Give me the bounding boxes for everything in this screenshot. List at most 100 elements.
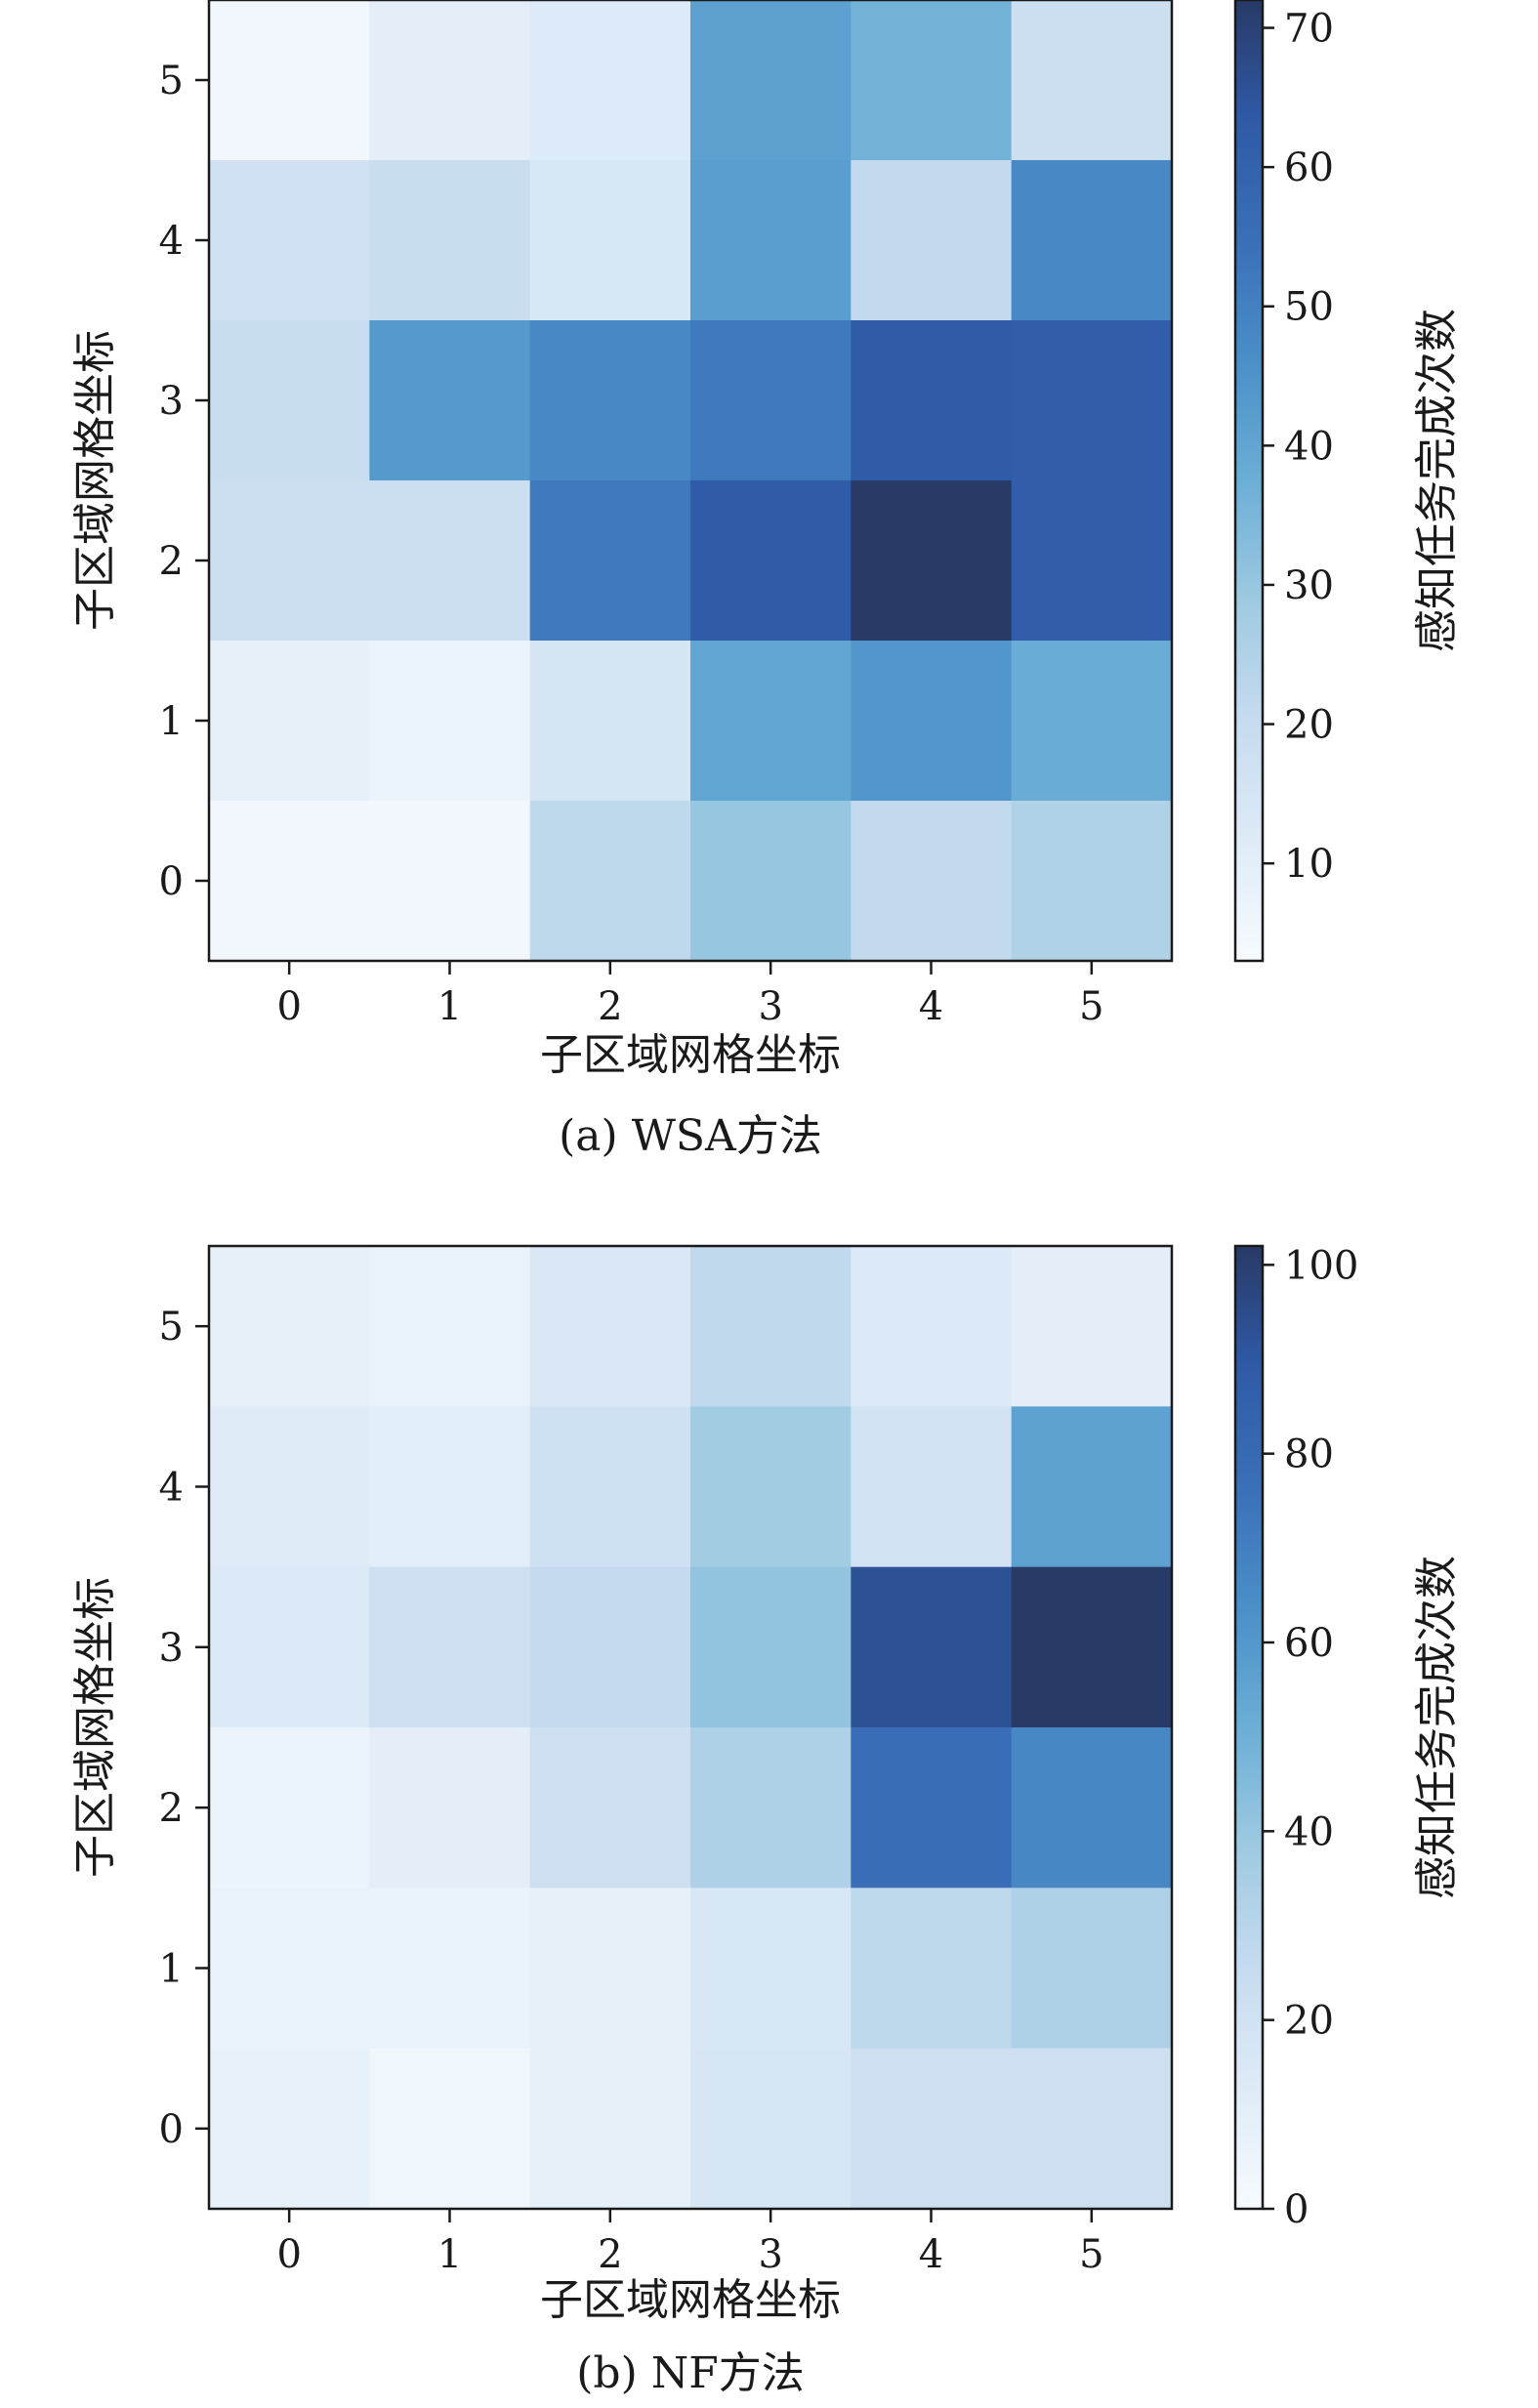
heatmap-cell-x4-y3 [851, 320, 1013, 481]
heatmap-cell-x1-y5 [369, 0, 531, 161]
heatmap-cell-x3-y2 [690, 480, 852, 642]
heatmap-cell-x0-y5 [209, 1246, 370, 1407]
heatmap-cell-x1-y4 [369, 1406, 531, 1568]
colorbar-tick-label: 30 [1284, 563, 1334, 608]
heatmap-cell-x2-y2 [529, 1727, 691, 1889]
heatmap-cells [209, 1246, 1173, 2210]
heatmap-cell-x3-y5 [690, 0, 852, 161]
colorbar: 10 20 30 40 50 60 70 感知任务完成次数 [1233, 0, 1462, 963]
heatmap-cell-x0-y0 [209, 801, 370, 962]
x-tick-label: 3 [758, 984, 782, 1029]
x-tick-label: 5 [1079, 2232, 1103, 2277]
heatmap-cell-x4-y2 [851, 1727, 1013, 1889]
heatmap-cell-x3-y4 [690, 1406, 852, 1568]
x-tick-label: 4 [919, 984, 943, 1029]
x-tick-label: 3 [758, 2232, 782, 2277]
y-tick-label: 0 [159, 859, 184, 904]
heatmap-cell-x1-y3 [369, 320, 531, 481]
heatmap-cell-x3-y3 [690, 1566, 852, 1728]
y-tick-label: 4 [159, 219, 184, 264]
heatmap-cell-x1-y1 [369, 641, 531, 802]
colorbar-tick-label: 20 [1284, 703, 1334, 748]
colorbar-tick-label: 80 [1284, 1432, 1334, 1477]
colorbar-tick-label: 10 [1284, 842, 1334, 887]
colorbar-tick-label: 60 [1284, 145, 1334, 190]
heatmap-cell-x0-y4 [209, 1406, 370, 1568]
colorbar-tick-label: 50 [1284, 285, 1334, 330]
heatmap-cell-x0-y5 [209, 0, 370, 161]
x-tick-label: 0 [276, 984, 301, 1029]
x-axis-title: 子区域网格坐标 [540, 1030, 841, 1080]
heatmap-cell-x5-y4 [1011, 160, 1173, 321]
heatmap-cell-x5-y3 [1011, 320, 1173, 481]
colorbar: 0 20 40 60 80 100 感知任务完成次数 [1233, 1243, 1462, 2232]
plot-frame [207, 0, 1174, 963]
y-tick-label: 5 [159, 1305, 184, 1349]
heatmap-cell-x2-y3 [529, 1566, 691, 1728]
heatmap-cell-x1-y2 [369, 1727, 531, 1889]
x-tick-label: 1 [437, 984, 462, 1029]
heatmap-cells [209, 0, 1173, 962]
y-tick-label: 2 [159, 1786, 184, 1831]
heatmap-cell-x5-y5 [1011, 0, 1173, 161]
heatmap-cell-x0-y0 [209, 2048, 370, 2210]
colorbar-tick-label: 100 [1284, 1243, 1358, 1288]
heatmap-cell-x3-y2 [690, 1727, 852, 1889]
x-tick-label: 0 [276, 2232, 301, 2277]
panel-caption: (a) WSA方法 [559, 1111, 822, 1161]
heatmap-cell-x0-y3 [209, 320, 370, 481]
heatmap-cell-x1-y2 [369, 480, 531, 642]
heatmap-cell-x5-y0 [1011, 801, 1173, 962]
colorbar-bar [1233, 1244, 1265, 2211]
heatmap-cell-x2-y0 [529, 801, 691, 962]
heatmap-cell-x4-y1 [851, 641, 1013, 802]
y-tick-label: 0 [159, 2107, 184, 2152]
heatmap-cell-x3-y1 [690, 1888, 852, 2050]
colorbar-tick-label: 40 [1284, 424, 1334, 469]
colorbar-title: 感知任务完成次数 [1412, 1556, 1462, 1899]
heatmap-cell-x2-y2 [529, 480, 691, 642]
heatmap-cell-x1-y0 [369, 2048, 531, 2210]
heatmap-cell-x1-y4 [369, 160, 531, 321]
heatmap-cell-x4-y5 [851, 0, 1013, 161]
heatmap-cell-x4-y5 [851, 1246, 1013, 1407]
y-tick-label: 4 [159, 1466, 184, 1511]
colorbar-tick-label: 70 [1284, 7, 1334, 52]
heatmap-cell-x4-y2 [851, 480, 1013, 642]
plot-frame [207, 1244, 1174, 2211]
heatmap-cell-x2-y4 [529, 160, 691, 321]
heatmap-cell-x3-y1 [690, 641, 852, 802]
x-tick-label: 1 [437, 2232, 462, 2277]
heatmap-cell-x2-y5 [529, 0, 691, 161]
heatmap-cell-x0-y1 [209, 1888, 370, 2050]
heatmap-cell-x4-y4 [851, 1406, 1013, 1568]
heatmap-cell-x4-y0 [851, 2048, 1013, 2210]
y-tick-label: 1 [159, 1947, 184, 1992]
heatmap-cell-x1-y0 [369, 801, 531, 962]
colorbar-tick-label: 20 [1284, 1999, 1334, 2044]
y-tick-label: 2 [159, 539, 184, 584]
heatmap-cell-x4-y4 [851, 160, 1013, 321]
heatmap-cell-x4-y0 [851, 801, 1013, 962]
heatmap-cell-x0-y4 [209, 160, 370, 321]
heatmap-cell-x0-y2 [209, 1727, 370, 1889]
colorbar-title: 感知任务完成次数 [1412, 309, 1462, 652]
y-tick-label: 3 [159, 1626, 184, 1671]
heatmap-cell-x3-y4 [690, 160, 852, 321]
heatmap-cell-x0-y1 [209, 641, 370, 802]
y-tick-label: 3 [159, 379, 184, 424]
colorbar-tick-label: 60 [1284, 1621, 1334, 1666]
heatmap-cell-x5-y0 [1011, 2048, 1173, 2210]
heatmap-cell-x5-y1 [1011, 641, 1173, 802]
heatmap-cell-x2-y5 [529, 1246, 691, 1407]
heatmap-cell-x1-y1 [369, 1888, 531, 2050]
heatmap-cell-x1-y5 [369, 1246, 531, 1407]
heatmap-cell-x5-y2 [1011, 1727, 1173, 1889]
heatmap-cell-x4-y3 [851, 1566, 1013, 1728]
heatmap-cell-x0-y3 [209, 1566, 370, 1728]
heatmap-cell-x2-y0 [529, 2048, 691, 2210]
heatmap-cell-x2-y3 [529, 320, 691, 481]
colorbar-bar [1233, 0, 1265, 963]
